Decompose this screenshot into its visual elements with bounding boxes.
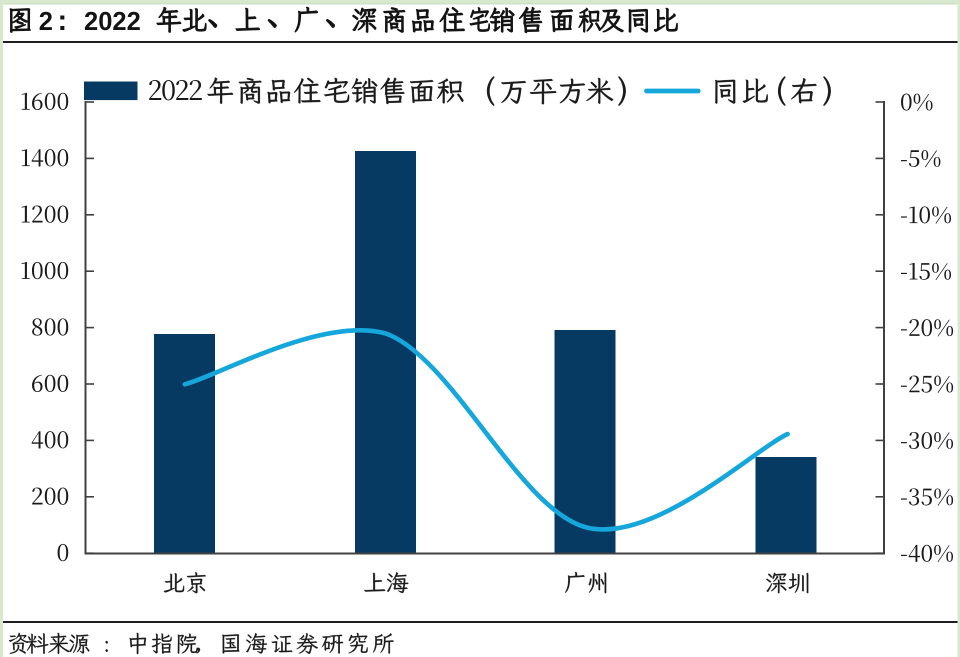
svg-text:2: 2 [84,8,98,36]
svg-text::: : [58,5,68,37]
svg-text:2: 2 [127,8,141,36]
svg-text:0: 0 [98,8,112,36]
svg-text:2: 2 [39,8,53,36]
svg-text:2: 2 [112,8,126,36]
